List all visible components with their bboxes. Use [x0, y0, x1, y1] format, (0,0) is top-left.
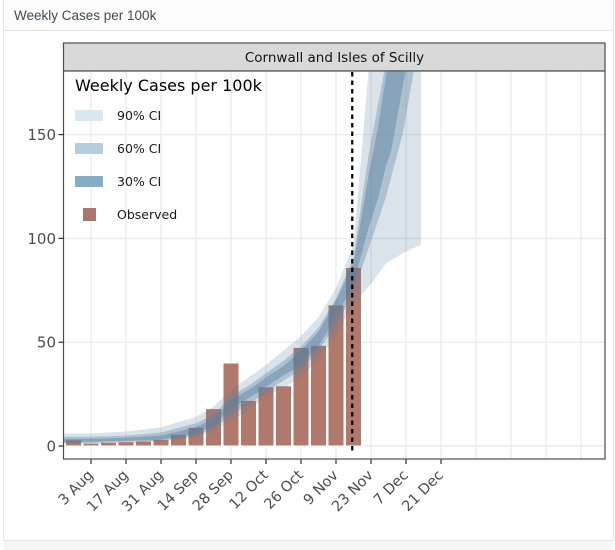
y-tick-label: 100 [27, 230, 56, 248]
x-tick-label: 26 Oct [261, 467, 307, 513]
observed-bar [205, 408, 222, 447]
page-header: Weekly Cases per 100k [4, 0, 613, 31]
plot-panel-border [62, 70, 606, 460]
observed-bar [152, 438, 170, 447]
observed-bar [327, 304, 345, 447]
legend-title: Weekly Cases per 100k [75, 76, 262, 95]
observed-bar [170, 433, 187, 447]
facet-strip-label: Cornwall and Isles of Scilly [244, 49, 425, 66]
legend-item-30ci: 30% CI [75, 170, 262, 193]
legend-item-label: Observed [117, 207, 178, 222]
observed-bar [65, 439, 82, 447]
observed-swatch-icon [82, 208, 96, 221]
observed-bar [292, 346, 310, 447]
observed-bar [82, 442, 100, 447]
ci-90-swatch-icon [75, 110, 103, 121]
legend-item-label: 60% CI [117, 141, 162, 156]
legend-item-label: 90% CI [117, 108, 162, 123]
ci-60-swatch-icon [75, 143, 103, 154]
observed-bar [257, 386, 275, 447]
observed-bar [222, 362, 240, 447]
observed-bar [117, 441, 135, 447]
observed-bar [187, 426, 205, 447]
ci-fan [64, 71, 421, 444]
legend-item-90ci: 90% CI [75, 104, 262, 127]
legend-item-observed: Observed [75, 203, 262, 226]
facet-strip [62, 42, 606, 72]
observed-bar [100, 441, 117, 447]
ci-band-90 [64, 71, 421, 444]
card-left-border [3, 0, 4, 540]
ci-band-60 [64, 71, 414, 443]
y-tick-label: 0 [46, 438, 56, 456]
ci-30-swatch-icon [75, 176, 103, 187]
observed-bar [240, 399, 257, 447]
observed-bar [275, 385, 292, 447]
page-title: Weekly Cases per 100k [14, 7, 157, 23]
observed-bar [135, 440, 152, 447]
y-tick-label: 150 [27, 126, 56, 144]
observed-bar [310, 344, 327, 447]
chart-legend: Weekly Cases per 100k 90% CI 60% CI 30% … [75, 76, 262, 236]
legend-item-label: 30% CI [117, 174, 162, 189]
observed-bars [65, 266, 362, 447]
card-right-border [613, 0, 614, 540]
legend-item-60ci: 60% CI [75, 137, 262, 160]
observed-bar [345, 266, 362, 447]
bottom-panel-edge [4, 540, 613, 550]
y-tick-label: 50 [37, 334, 56, 352]
